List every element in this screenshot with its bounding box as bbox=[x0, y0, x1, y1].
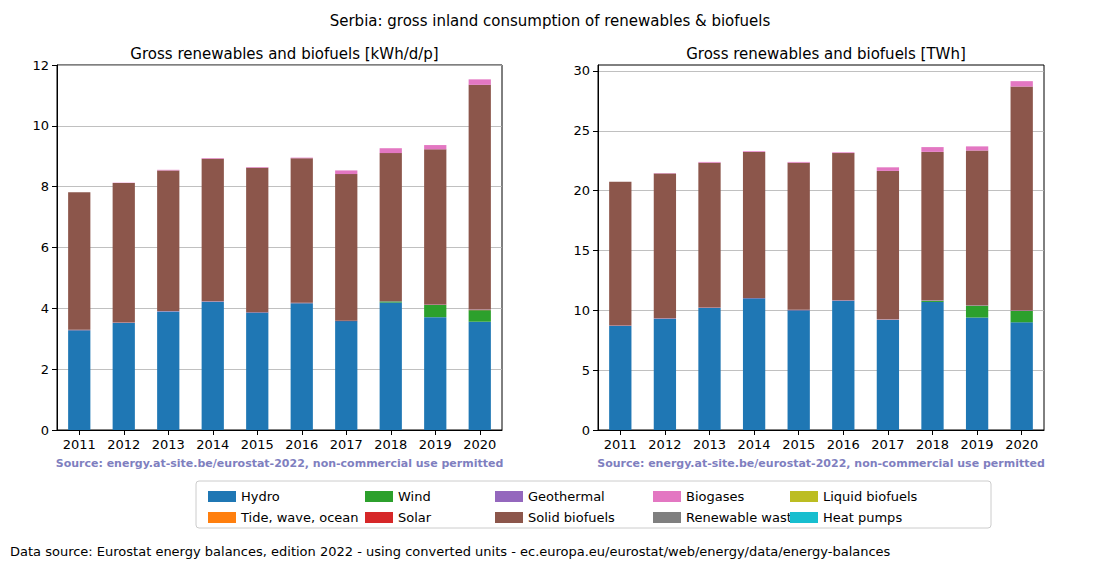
svg-text:12: 12 bbox=[32, 58, 49, 73]
svg-text:10: 10 bbox=[32, 118, 49, 133]
svg-text:Gross renewables and biofuels: Gross renewables and biofuels [TWh] bbox=[686, 45, 966, 63]
svg-text:2: 2 bbox=[41, 362, 49, 377]
svg-text:6: 6 bbox=[41, 240, 49, 255]
svg-text:2011: 2011 bbox=[604, 437, 637, 452]
svg-text:Solid biofuels: Solid biofuels bbox=[528, 510, 615, 525]
svg-text:2017: 2017 bbox=[871, 437, 904, 452]
svg-text:2012: 2012 bbox=[107, 437, 140, 452]
svg-text:25: 25 bbox=[573, 123, 590, 138]
svg-text:2017: 2017 bbox=[330, 437, 363, 452]
svg-text:8: 8 bbox=[41, 179, 49, 194]
svg-text:Biogases: Biogases bbox=[686, 489, 744, 504]
svg-text:Liquid biofuels: Liquid biofuels bbox=[823, 489, 918, 504]
svg-text:Wind: Wind bbox=[398, 489, 431, 504]
svg-text:2011: 2011 bbox=[63, 437, 96, 452]
svg-text:10: 10 bbox=[573, 303, 590, 318]
svg-text:2014: 2014 bbox=[738, 437, 771, 452]
svg-text:0: 0 bbox=[582, 423, 590, 438]
svg-text:Source: energy.at-site.be/euro: Source: energy.at-site.be/eurostat-2022,… bbox=[597, 457, 1045, 470]
svg-text:2019: 2019 bbox=[419, 437, 452, 452]
svg-text:2014: 2014 bbox=[196, 437, 229, 452]
svg-text:0: 0 bbox=[41, 423, 49, 438]
svg-text:Solar: Solar bbox=[398, 510, 432, 525]
svg-text:2016: 2016 bbox=[285, 437, 318, 452]
svg-text:2013: 2013 bbox=[152, 437, 185, 452]
svg-text:2020: 2020 bbox=[463, 437, 496, 452]
svg-text:Serbia: gross inland consumpti: Serbia: gross inland consumption of rene… bbox=[330, 12, 771, 30]
svg-text:Renewable waste: Renewable waste bbox=[686, 510, 800, 525]
svg-text:Geothermal: Geothermal bbox=[528, 489, 605, 504]
svg-text:2020: 2020 bbox=[1005, 437, 1038, 452]
svg-text:4: 4 bbox=[41, 301, 49, 316]
svg-text:20: 20 bbox=[573, 183, 590, 198]
svg-text:Hydro: Hydro bbox=[241, 489, 280, 504]
svg-text:Heat pumps: Heat pumps bbox=[823, 510, 902, 525]
svg-text:2012: 2012 bbox=[648, 437, 681, 452]
svg-text:2018: 2018 bbox=[916, 437, 949, 452]
svg-text:2016: 2016 bbox=[827, 437, 860, 452]
svg-text:Source: energy.at-site.be/euro: Source: energy.at-site.be/eurostat-2022,… bbox=[56, 457, 504, 470]
svg-text:15: 15 bbox=[573, 243, 590, 258]
svg-text:2018: 2018 bbox=[374, 437, 407, 452]
svg-text:30: 30 bbox=[573, 63, 590, 78]
svg-text:Gross renewables and biofuels: Gross renewables and biofuels [kWh/d/p] bbox=[130, 45, 438, 63]
svg-text:Data source: Eurostat energy b: Data source: Eurostat energy balances, e… bbox=[10, 544, 891, 559]
svg-text:2019: 2019 bbox=[961, 437, 994, 452]
svg-text:2013: 2013 bbox=[693, 437, 726, 452]
svg-text:Tide, wave, ocean: Tide, wave, ocean bbox=[240, 510, 359, 525]
svg-text:2015: 2015 bbox=[241, 437, 274, 452]
svg-text:5: 5 bbox=[582, 363, 590, 378]
svg-text:2015: 2015 bbox=[782, 437, 815, 452]
